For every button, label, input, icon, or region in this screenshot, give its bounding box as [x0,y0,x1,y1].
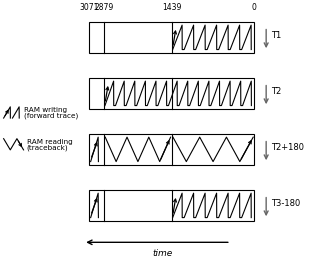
Bar [89,78,254,109]
Bar [89,190,254,221]
Text: RAM writing: RAM writing [24,107,67,113]
Text: RAM reading: RAM reading [27,139,72,145]
Text: T2+180: T2+180 [271,143,303,152]
Text: 2879: 2879 [95,3,114,12]
Text: T2: T2 [271,87,281,96]
Text: (traceback): (traceback) [27,144,68,151]
Text: (forward trace): (forward trace) [24,113,78,119]
Bar [89,22,254,53]
Text: time: time [153,249,173,258]
Text: 1439: 1439 [162,3,181,12]
Bar [89,134,254,165]
Text: T3-180: T3-180 [271,199,300,208]
Text: T1: T1 [271,31,281,40]
Text: 3071: 3071 [79,3,99,12]
Text: 0: 0 [252,3,257,12]
